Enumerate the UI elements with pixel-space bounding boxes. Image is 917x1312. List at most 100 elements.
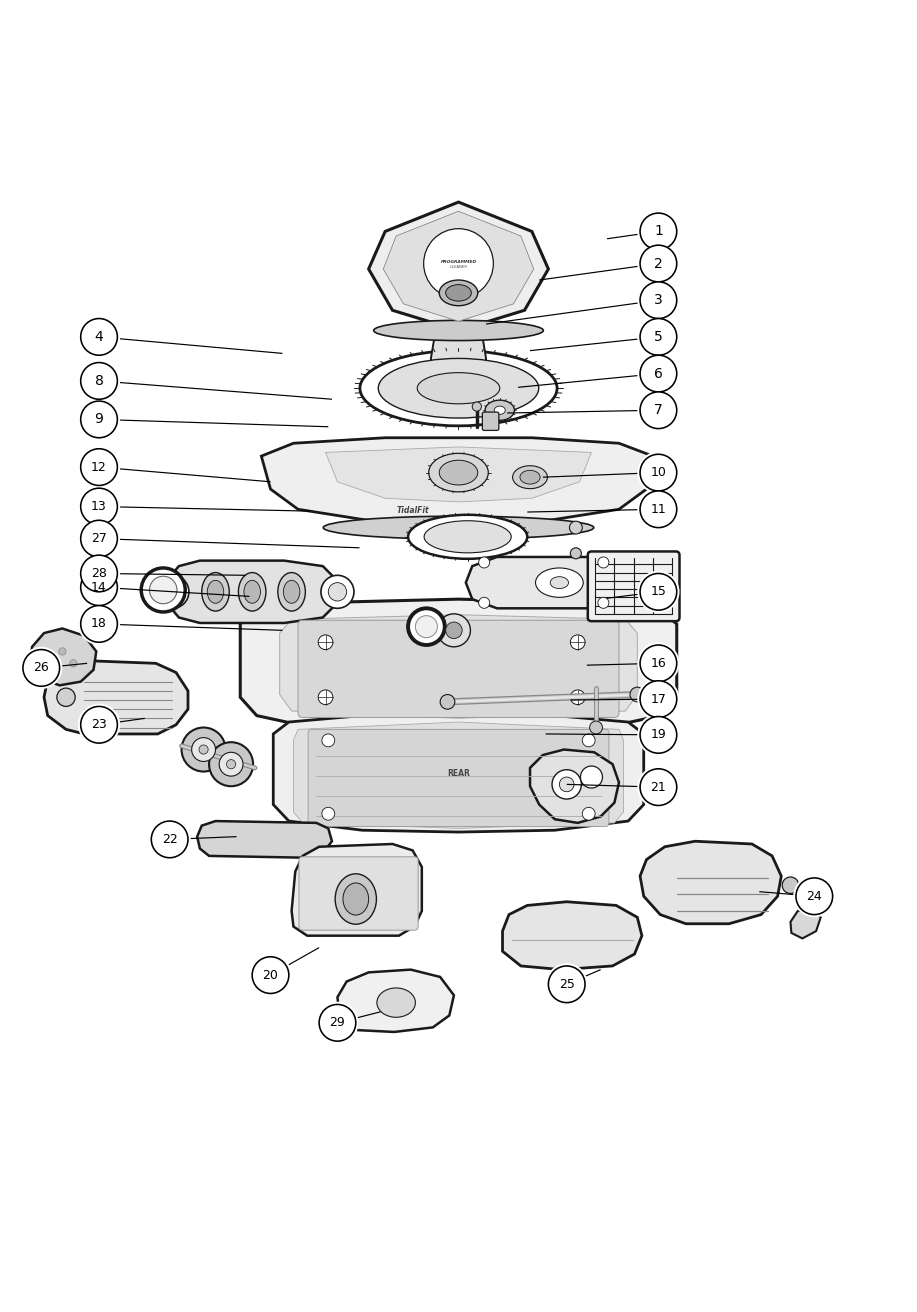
Circle shape (570, 548, 581, 559)
Circle shape (640, 454, 677, 491)
FancyBboxPatch shape (482, 412, 499, 430)
Circle shape (582, 733, 595, 747)
Circle shape (319, 1005, 356, 1042)
Polygon shape (280, 615, 637, 719)
Circle shape (81, 401, 117, 438)
Text: 13: 13 (91, 500, 107, 513)
Ellipse shape (374, 320, 543, 341)
Circle shape (637, 643, 679, 685)
Text: 26: 26 (33, 661, 50, 674)
Circle shape (640, 716, 677, 753)
Circle shape (552, 770, 581, 799)
Circle shape (415, 615, 437, 638)
Polygon shape (326, 447, 591, 502)
Polygon shape (640, 841, 781, 924)
Polygon shape (293, 722, 624, 828)
Ellipse shape (378, 358, 539, 419)
Text: 18: 18 (91, 618, 107, 630)
Circle shape (59, 648, 66, 655)
Circle shape (580, 766, 602, 789)
Text: 22: 22 (161, 833, 178, 846)
Text: 21: 21 (650, 781, 667, 794)
Ellipse shape (428, 454, 489, 492)
Circle shape (440, 694, 455, 710)
Circle shape (78, 602, 120, 646)
Circle shape (78, 567, 120, 609)
Text: 12: 12 (91, 461, 107, 474)
Polygon shape (273, 712, 644, 832)
Ellipse shape (202, 572, 229, 611)
Ellipse shape (323, 516, 594, 539)
Text: PROGRAMMED: PROGRAMMED (440, 260, 477, 264)
Circle shape (81, 488, 117, 525)
Ellipse shape (513, 466, 547, 488)
Text: 10: 10 (650, 466, 667, 479)
Ellipse shape (343, 883, 369, 914)
Text: CLEANER: CLEANER (449, 265, 468, 269)
Circle shape (209, 743, 253, 786)
Circle shape (640, 282, 677, 319)
Ellipse shape (283, 580, 300, 604)
Circle shape (472, 401, 481, 411)
Text: 24: 24 (806, 890, 823, 903)
Polygon shape (383, 211, 534, 321)
Polygon shape (29, 628, 96, 685)
Ellipse shape (244, 580, 260, 604)
Circle shape (796, 878, 833, 914)
Circle shape (793, 875, 835, 917)
Circle shape (78, 552, 120, 594)
Circle shape (226, 760, 236, 769)
Text: 5: 5 (654, 329, 663, 344)
Circle shape (149, 576, 177, 604)
Circle shape (637, 488, 679, 530)
Text: 3: 3 (654, 293, 663, 307)
Circle shape (81, 555, 117, 592)
Text: 15: 15 (650, 585, 667, 598)
Circle shape (479, 597, 490, 609)
Ellipse shape (520, 470, 540, 484)
FancyBboxPatch shape (308, 729, 609, 827)
Ellipse shape (408, 514, 527, 559)
Circle shape (20, 647, 62, 689)
Circle shape (199, 745, 208, 754)
Circle shape (23, 649, 60, 686)
Polygon shape (369, 202, 548, 331)
Ellipse shape (485, 400, 514, 420)
Circle shape (70, 660, 77, 666)
Circle shape (78, 316, 120, 358)
Circle shape (640, 392, 677, 429)
Ellipse shape (446, 285, 471, 302)
Circle shape (78, 399, 120, 441)
Circle shape (156, 575, 189, 609)
Text: 29: 29 (329, 1017, 346, 1030)
Circle shape (149, 819, 191, 861)
Circle shape (328, 583, 347, 601)
Circle shape (637, 390, 679, 432)
Circle shape (322, 733, 335, 747)
Text: 9: 9 (94, 412, 104, 426)
Circle shape (78, 517, 120, 560)
Circle shape (321, 575, 354, 609)
Circle shape (446, 622, 462, 639)
Ellipse shape (494, 407, 505, 415)
Circle shape (316, 1001, 359, 1044)
Text: 2: 2 (654, 257, 663, 270)
Circle shape (318, 690, 333, 705)
Polygon shape (197, 821, 332, 858)
Circle shape (249, 954, 292, 996)
Text: 23: 23 (91, 718, 107, 731)
Ellipse shape (424, 521, 512, 552)
Circle shape (479, 558, 490, 568)
Circle shape (81, 606, 117, 643)
Circle shape (318, 635, 333, 649)
Text: 1: 1 (654, 224, 663, 239)
Text: 6: 6 (654, 366, 663, 380)
Circle shape (640, 646, 677, 682)
Circle shape (569, 521, 582, 534)
Circle shape (81, 362, 117, 399)
Polygon shape (790, 908, 821, 938)
Circle shape (637, 353, 679, 395)
Circle shape (81, 706, 117, 743)
Circle shape (163, 583, 182, 601)
Text: 11: 11 (650, 502, 667, 516)
